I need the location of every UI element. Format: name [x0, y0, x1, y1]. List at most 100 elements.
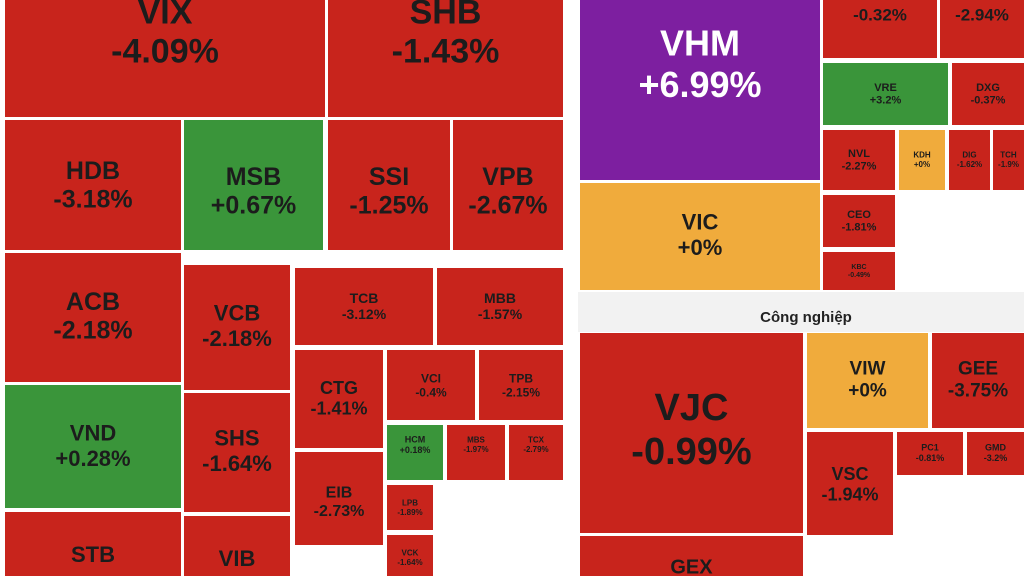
tile [580, 0, 820, 180]
tile [387, 425, 443, 480]
ticker: DIG [962, 151, 976, 160]
tile [580, 333, 803, 533]
ticker: VPB [482, 163, 533, 191]
ticker: GEX [670, 556, 713, 576]
tile [897, 432, 963, 475]
ticker: VHM [660, 23, 740, 64]
ticker: VIX [138, 0, 193, 31]
change-label: -1.97% [463, 445, 488, 454]
tile [580, 183, 820, 290]
ticker: STB [71, 542, 115, 567]
tile [823, 0, 937, 58]
change-label: -2.73% [314, 503, 365, 520]
change-label: +0% [678, 235, 723, 260]
change-label: -1.57% [478, 306, 523, 322]
ticker: EIB [326, 484, 353, 501]
change-label: -3.18% [53, 186, 132, 214]
ticker: KDH [913, 151, 931, 160]
tile [940, 0, 1024, 58]
tile [184, 393, 290, 512]
change-label: -1.64% [202, 451, 272, 476]
change-label: -2.18% [53, 317, 132, 345]
ticker: SHS [214, 426, 259, 451]
change-label: -2.15% [502, 385, 540, 399]
change-label: -1.41% [310, 399, 367, 419]
ticker: DXG [976, 82, 1000, 94]
change-label: -3.2% [984, 453, 1008, 463]
change-label: -2.94% [955, 5, 1009, 24]
ticker: HDB [66, 157, 120, 185]
tile [993, 130, 1024, 190]
change-label: -2.27% [842, 161, 877, 173]
ticker: MBB [484, 290, 516, 306]
ticker: CEO [847, 209, 871, 221]
ticker: VCB [214, 301, 260, 326]
ticker: SHB [410, 0, 482, 31]
tile [447, 425, 505, 480]
tile [967, 432, 1024, 475]
change-label: -1.89% [397, 508, 422, 517]
tile [823, 252, 895, 290]
change-label: -3.75% [948, 380, 1008, 401]
tile [184, 120, 323, 250]
change-label: +0.67% [211, 192, 297, 220]
tile [295, 268, 433, 345]
tile [580, 536, 803, 576]
ticker: HCM [405, 434, 426, 444]
tile [807, 432, 893, 535]
change-label: -3.12% [342, 306, 387, 322]
ticker: VRE [874, 82, 897, 94]
change-label: -0.99% [631, 431, 751, 473]
tile [823, 130, 895, 190]
ticker: KBC [851, 264, 866, 271]
ticker: VIB [219, 546, 256, 571]
tile [5, 253, 181, 382]
change-label: +3.2% [870, 95, 902, 107]
tile [5, 512, 181, 576]
ticker: NVL [848, 148, 870, 160]
change-label: -0.37% [971, 95, 1006, 107]
ticker: VIC [682, 210, 719, 235]
ticker: SSI [369, 163, 409, 191]
tile [899, 130, 945, 190]
change-label: -1.64% [397, 558, 422, 567]
change-label: -1.81% [842, 222, 877, 234]
ticker: VIW [850, 359, 886, 380]
change-label: -0.32% [853, 5, 907, 24]
change-label: +0.28% [55, 446, 130, 471]
tile [387, 350, 475, 420]
tile [479, 350, 563, 420]
change-label: -0.81% [916, 453, 945, 463]
change-label: -1.25% [349, 192, 428, 220]
ticker: TPB [509, 372, 533, 386]
ticker: TCH [1000, 151, 1017, 160]
change-label: +0% [848, 380, 887, 401]
change-label: -0.49% [848, 272, 871, 279]
tile [823, 63, 948, 125]
change-label: -1.94% [821, 485, 878, 505]
ticker: VJC [655, 387, 729, 429]
change-label: +0% [914, 160, 930, 169]
tile [328, 120, 450, 250]
tile [932, 333, 1024, 428]
tile [5, 0, 325, 117]
tile [952, 63, 1024, 125]
change-label: -1.62% [957, 160, 982, 169]
section-title: Công nghiệp [760, 309, 852, 326]
change-label: +6.99% [638, 64, 761, 105]
tile [453, 120, 563, 250]
tile [5, 385, 181, 508]
change-label: -2.67% [468, 192, 547, 220]
ticker: LPB [402, 499, 418, 508]
tile [949, 130, 990, 190]
tile [184, 516, 290, 576]
ticker: VND [70, 421, 116, 446]
tile [5, 120, 181, 250]
ticker: GMD [985, 442, 1006, 452]
ticker: PC1 [921, 442, 939, 452]
ticker: MBS [467, 436, 485, 445]
change-label: -1.43% [392, 32, 500, 70]
tile [437, 268, 563, 345]
ticker: TCX [528, 436, 545, 445]
